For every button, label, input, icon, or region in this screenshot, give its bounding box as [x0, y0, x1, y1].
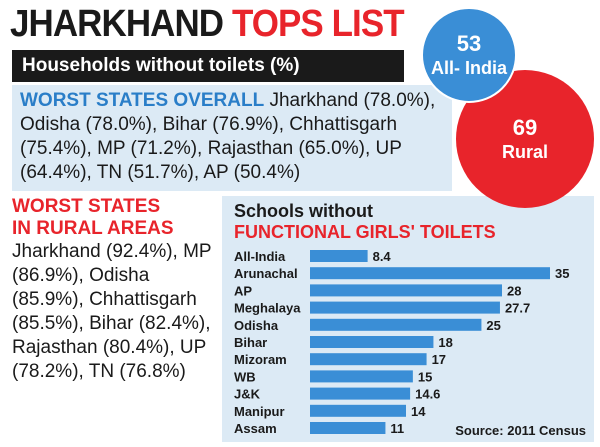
- worst-states-rural-panel: WORST STATES IN RURAL AREAS Jharkhand (9…: [12, 196, 218, 384]
- value-label-assam: 11: [390, 421, 404, 436]
- value-label-j-k: 14.6: [415, 387, 440, 402]
- bar-meghalaya: [310, 301, 500, 314]
- schools-chart-panel: Schools without FUNCTIONAL GIRLS' TOILET…: [222, 196, 594, 442]
- all-india-label: All- India: [431, 58, 507, 78]
- bar-assam: [310, 422, 386, 434]
- category-label-bihar: Bihar: [234, 335, 267, 350]
- value-label-meghalaya: 27.7: [505, 301, 530, 316]
- category-label-all-india: All-India: [234, 249, 286, 264]
- schools-bar-chart: All-India 8.4 Arunachal 35 AP 28 Meghalaya 27.7…: [234, 249, 569, 436]
- chart-source: Source: 2011 Census: [455, 423, 586, 438]
- category-label-wb: WB: [234, 369, 256, 384]
- worst-states-overall-heading: WORST STATES OVERALL: [20, 90, 265, 111]
- category-label-manipur: Manipur: [234, 404, 285, 419]
- title-part-1: JHARKHAND: [10, 3, 224, 45]
- value-label-arunachal: 35: [555, 266, 569, 281]
- value-label-mizoram: 17: [432, 352, 446, 367]
- category-label-odisha: Odisha: [234, 318, 279, 333]
- bar-arunachal: [310, 267, 550, 280]
- worst-states-rural-heading-2: IN RURAL AREAS: [12, 218, 174, 239]
- value-label-manipur: 14: [411, 404, 426, 419]
- bar-j-k: [310, 387, 411, 400]
- bar-wb: [310, 370, 413, 383]
- bar-manipur: [310, 404, 406, 417]
- worst-states-rural-heading-1: WORST STATES: [12, 196, 161, 217]
- value-label-ap: 28: [507, 283, 521, 298]
- bar-ap: [310, 284, 502, 297]
- category-label-arunachal: Arunachal: [234, 266, 298, 281]
- category-label-ap: AP: [234, 283, 252, 298]
- page-title: JHARKHAND TOPS LIST: [10, 2, 405, 46]
- chart-title-line-1: Schools without: [234, 201, 373, 221]
- category-label-j-k: J&K: [234, 387, 261, 402]
- subtitle-bar: Households without toilets (%): [12, 50, 404, 82]
- chart-title-line-2: FUNCTIONAL GIRLS' TOILETS: [234, 222, 496, 242]
- all-india-value: 53: [456, 31, 482, 56]
- value-label-bihar: 18: [438, 335, 452, 350]
- bar-all-india: [310, 250, 368, 262]
- worst-states-rural-text: Jharkhand (92.4%), MP (86.9%), Odisha (8…: [12, 241, 212, 382]
- bar-bihar: [310, 336, 434, 348]
- bar-odisha: [310, 318, 482, 331]
- all-india-circle: 53 All- India: [421, 7, 517, 103]
- category-label-meghalaya: Meghalaya: [234, 301, 301, 316]
- rural-value: 69: [512, 115, 538, 140]
- rural-label: Rural: [501, 142, 548, 162]
- value-label-all-india: 8.4: [373, 249, 392, 264]
- value-label-odisha: 25: [486, 318, 500, 333]
- title-part-2: TOPS LIST: [231, 3, 405, 45]
- category-label-mizoram: Mizoram: [234, 352, 287, 367]
- worst-states-overall-panel: WORST STATES OVERALL Jharkhand (78.0%), …: [12, 85, 452, 191]
- worst-states-overall-text: Jharkhand (78.0%), Odisha (78.0%), Bihar…: [20, 90, 436, 183]
- category-label-assam: Assam: [234, 421, 277, 436]
- bar-mizoram: [310, 353, 427, 366]
- value-label-wb: 15: [418, 369, 432, 384]
